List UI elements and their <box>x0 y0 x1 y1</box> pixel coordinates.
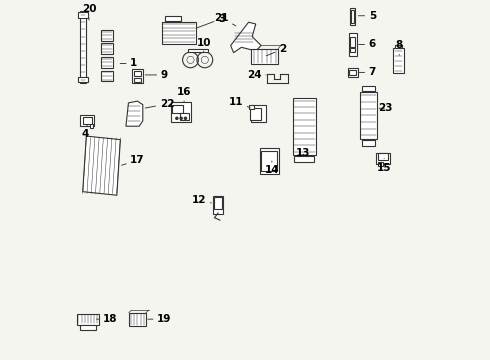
Bar <box>214 197 222 209</box>
Bar <box>350 37 355 47</box>
Text: 8: 8 <box>395 40 403 55</box>
Text: 9: 9 <box>145 70 168 80</box>
Bar <box>188 49 208 52</box>
Text: 14: 14 <box>265 161 279 175</box>
Bar <box>351 10 354 23</box>
Bar <box>349 33 357 56</box>
Text: 19: 19 <box>148 314 171 324</box>
Bar <box>165 16 181 21</box>
Text: 7: 7 <box>359 67 376 77</box>
Bar <box>350 48 355 52</box>
Text: 17: 17 <box>122 155 145 165</box>
Bar <box>132 69 143 83</box>
Text: 6: 6 <box>359 40 376 49</box>
Polygon shape <box>83 136 121 195</box>
Bar <box>129 313 146 325</box>
Bar <box>78 12 88 18</box>
Circle shape <box>176 117 178 120</box>
Bar <box>293 98 316 155</box>
Bar <box>77 314 99 324</box>
Bar <box>78 77 88 82</box>
Bar <box>180 113 189 120</box>
Bar <box>395 45 402 48</box>
Bar <box>360 92 377 139</box>
Text: 3: 3 <box>196 14 225 28</box>
Bar <box>362 86 375 91</box>
Bar <box>250 108 261 120</box>
Text: 11: 11 <box>229 97 250 108</box>
Text: 18: 18 <box>97 314 118 324</box>
Bar <box>134 71 141 76</box>
Bar <box>376 153 390 164</box>
Text: 13: 13 <box>296 148 310 158</box>
Bar <box>172 102 191 122</box>
Bar <box>172 104 183 113</box>
Text: 15: 15 <box>377 158 392 173</box>
Bar <box>80 116 94 126</box>
Bar <box>362 140 375 146</box>
Bar <box>100 30 113 41</box>
Text: 21: 21 <box>214 13 236 26</box>
Text: 20: 20 <box>82 4 96 20</box>
Text: 10: 10 <box>196 38 211 51</box>
Text: 4: 4 <box>82 125 89 139</box>
Bar <box>90 125 93 128</box>
Bar <box>378 153 388 159</box>
Bar <box>349 69 356 75</box>
Bar <box>378 162 383 166</box>
Bar <box>100 57 113 68</box>
Bar <box>393 48 403 73</box>
Bar <box>249 105 254 109</box>
Text: 22: 22 <box>145 99 174 109</box>
Bar <box>347 68 358 77</box>
Bar <box>100 71 113 81</box>
Bar <box>134 78 141 82</box>
Text: 16: 16 <box>177 87 191 102</box>
Bar <box>80 325 96 329</box>
Polygon shape <box>126 101 143 126</box>
Text: 5: 5 <box>358 11 376 21</box>
Text: 2: 2 <box>267 44 286 56</box>
Bar <box>100 43 113 54</box>
Bar <box>350 8 355 26</box>
Text: 12: 12 <box>192 195 211 205</box>
Bar <box>251 105 266 122</box>
Bar <box>294 156 314 162</box>
Text: 24: 24 <box>247 70 266 80</box>
Circle shape <box>180 117 182 120</box>
Circle shape <box>184 117 187 120</box>
Bar <box>80 12 86 83</box>
Text: 1: 1 <box>120 58 138 68</box>
Bar <box>260 148 279 175</box>
Bar <box>83 117 92 125</box>
Text: 23: 23 <box>378 103 393 113</box>
Polygon shape <box>231 22 261 53</box>
Bar <box>162 22 196 44</box>
Bar <box>251 49 278 64</box>
Bar <box>262 150 277 171</box>
Bar <box>213 197 223 214</box>
